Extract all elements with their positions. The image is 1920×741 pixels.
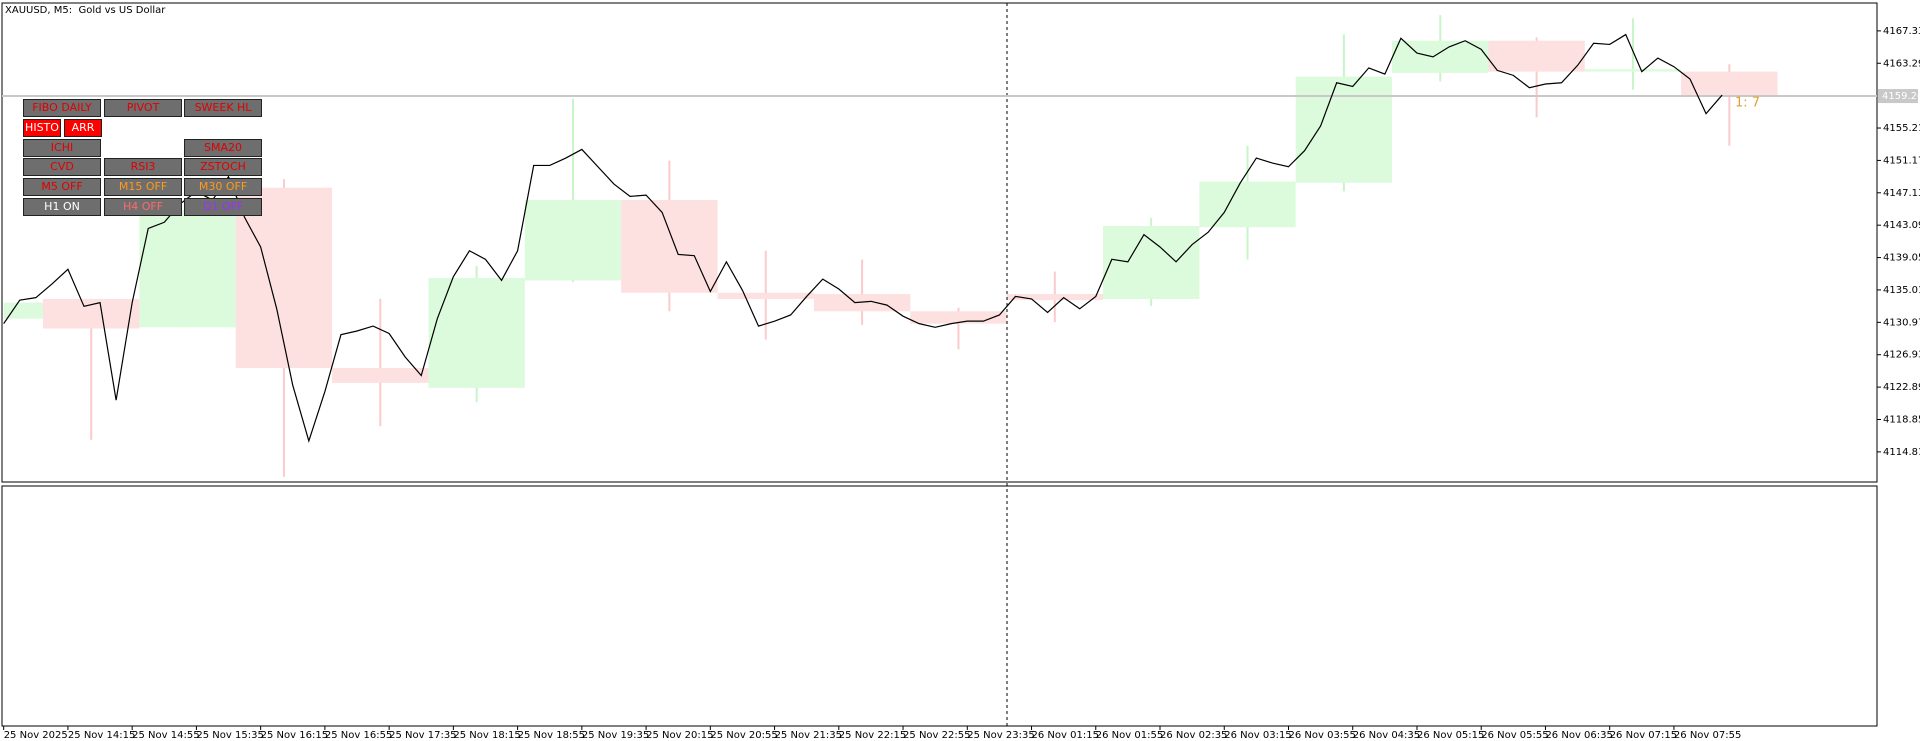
y-tick-label: 4122.89: [1883, 382, 1920, 393]
current-price-label: 4159.20: [1882, 91, 1920, 102]
button[interactable]: H1 ON: [23, 198, 101, 216]
y-tick-label: 4155.21: [1883, 123, 1920, 134]
h1-box: [1488, 40, 1585, 72]
y-tick-label: 4139.05: [1883, 253, 1920, 264]
h1-box: [1295, 76, 1393, 183]
x-tick-label: 25 Nov 16:55: [325, 730, 392, 741]
x-tick-label: 25 Nov 22:15: [839, 730, 906, 741]
annotation: 1: 7: [1735, 96, 1760, 111]
y-tick-label: 4126.93: [1883, 350, 1920, 361]
h1-box: [1006, 294, 1103, 301]
main-pane: [1, 2, 1878, 483]
y-tick-label: 4143.09: [1883, 220, 1920, 231]
sub-pane: [1, 485, 1878, 727]
h1-box: [3, 302, 44, 319]
button[interactable]: M30 OFF: [184, 178, 262, 196]
h1-box: [1681, 71, 1778, 96]
x-tick-label: 25 Nov 16:15: [261, 730, 328, 741]
h1-box: [813, 294, 911, 312]
h1-box: [1392, 40, 1489, 73]
x-tick-label: 26 Nov 05:55: [1481, 730, 1548, 741]
h1-box: [428, 277, 525, 388]
y-tick-label: 4114.81: [1883, 447, 1920, 458]
h1-box: [717, 292, 814, 299]
x-tick-label: 25 Nov 20:15: [646, 730, 713, 741]
button[interactable]: ZSTOCH: [184, 158, 262, 176]
x-tick-label: 25 Nov 18:15: [453, 730, 520, 741]
button[interactable]: H4 OFF: [104, 198, 182, 216]
h1-box: [139, 209, 236, 328]
x-tick-label: 26 Nov 07:55: [1674, 730, 1741, 741]
h1-box: [524, 200, 622, 281]
x-tick-label: 25 Nov 14:55: [132, 730, 199, 741]
h1-box: [621, 200, 718, 293]
y-tick-label: 4163.29: [1883, 58, 1920, 69]
button[interactable]: M15 OFF: [104, 178, 182, 196]
x-tick-label: 25 Nov 15:35: [196, 730, 263, 741]
x-tick-label: 25 Nov 17:35: [389, 730, 456, 741]
button[interactable]: SWEEK HL: [184, 99, 262, 117]
button[interactable]: SMA20: [184, 139, 262, 157]
x-tick-label: 26 Nov 02:35: [1160, 730, 1227, 741]
y-tick-label: 4130.97: [1883, 317, 1920, 328]
button[interactable]: M5 OFF: [23, 178, 101, 196]
x-tick-label: 26 Nov 03:15: [1224, 730, 1291, 741]
button[interactable]: HISTO: [23, 119, 61, 137]
current-price-tag: [1878, 89, 1918, 104]
x-tick-label: 25 Nov 14:15: [68, 730, 135, 741]
chart-title: XAUUSD, M5: Gold vs US Dollar: [5, 5, 166, 16]
y-tick-label: 4118.85: [1883, 414, 1920, 425]
x-tick-label: 25 Nov 18:55: [518, 730, 585, 741]
button[interactable]: D1 OFF: [184, 198, 262, 216]
x-tick-label: 26 Nov 01:55: [1096, 730, 1163, 741]
button[interactable]: FIBO DAILY: [23, 99, 101, 117]
h1-box: [235, 187, 333, 369]
x-tick-label: 26 Nov 04:35: [1353, 730, 1420, 741]
h1-box: [910, 311, 1007, 324]
x-tick-label: 25 Nov 21:35: [775, 730, 842, 741]
button[interactable]: ARR: [64, 119, 102, 137]
h1-box: [1102, 225, 1200, 299]
x-tick-label: 26 Nov 07:15: [1610, 730, 1677, 741]
button[interactable]: ICHI: [23, 139, 101, 157]
x-tick-label: 26 Nov 05:15: [1417, 730, 1484, 741]
x-tick-label: 25 Nov 20:55: [710, 730, 777, 741]
x-tick-label: 26 Nov 03:55: [1288, 730, 1355, 741]
x-tick-label: 25 Nov 22:55: [903, 730, 970, 741]
x-tick-label: 25 Nov 2025: [4, 730, 68, 741]
price-line: [3, 33, 1723, 443]
h1-box: [1584, 69, 1682, 72]
y-tick-label: 4147.13: [1883, 188, 1920, 199]
h1-box: [332, 368, 429, 383]
y-tick-label: 4135.01: [1883, 285, 1920, 296]
button[interactable]: CVD: [23, 158, 101, 176]
button[interactable]: RSI3: [104, 158, 182, 176]
button[interactable]: PIVOT: [104, 99, 182, 117]
x-tick-label: 25 Nov 23:35: [967, 730, 1034, 741]
x-tick-label: 26 Nov 06:35: [1545, 730, 1612, 741]
y-tick-label: 4151.17: [1883, 155, 1920, 166]
y-tick-label: 4167.33: [1883, 26, 1920, 37]
x-tick-label: 25 Nov 19:35: [582, 730, 649, 741]
h1-box: [43, 298, 140, 329]
x-tick-label: 26 Nov 01:15: [1032, 730, 1099, 741]
h1-box: [1199, 181, 1296, 228]
